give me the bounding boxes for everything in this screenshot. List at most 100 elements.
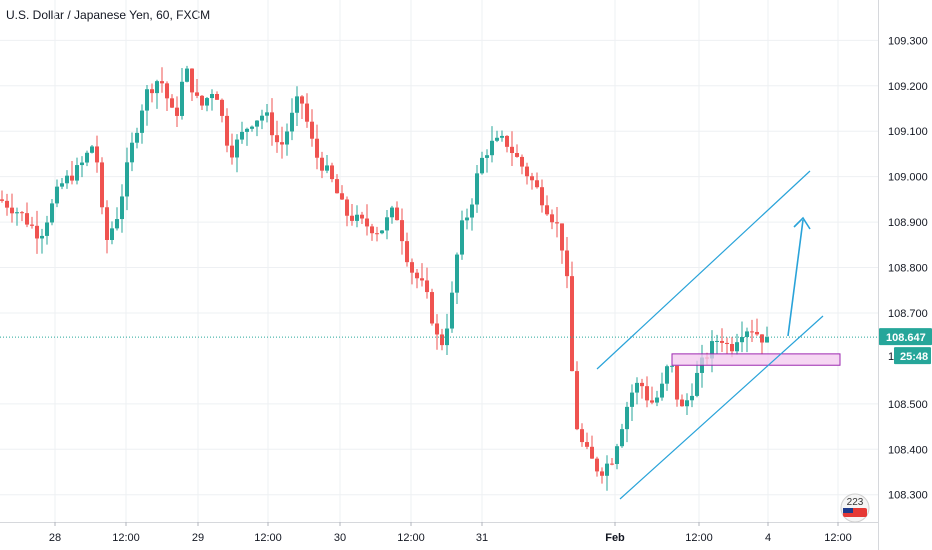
candle-up — [620, 429, 624, 447]
candle-down — [595, 458, 599, 472]
candle-down — [425, 280, 429, 293]
candle-down — [335, 179, 339, 194]
candle-up — [295, 96, 299, 113]
candle-down — [330, 165, 334, 180]
candle-down — [510, 146, 514, 154]
candle-down — [280, 142, 284, 145]
last-price-value: 108.647 — [886, 332, 926, 344]
candle-up — [735, 342, 739, 352]
candle-up — [690, 395, 694, 401]
candle-up — [355, 214, 359, 221]
price-tick-label: 109.300 — [888, 35, 928, 47]
price-tick-label: 108.700 — [888, 308, 928, 320]
candle-down — [550, 214, 554, 223]
candle-up — [615, 446, 619, 464]
candle-down — [25, 213, 29, 225]
grid — [0, 0, 878, 522]
candle-down — [10, 207, 14, 214]
candle-down — [535, 180, 539, 188]
candle-up — [140, 110, 144, 133]
candle-up — [665, 366, 669, 384]
candle-up — [255, 120, 259, 127]
candle-down — [190, 68, 194, 93]
candle-down — [95, 146, 99, 163]
candle-up — [60, 183, 64, 187]
projection-arrow — [787, 219, 804, 337]
candle-up — [475, 173, 479, 205]
candle-down — [645, 386, 649, 401]
candle-down — [360, 214, 364, 219]
candle-down — [175, 107, 179, 116]
candles — [0, 65, 769, 491]
time-tick-label: 4 — [765, 532, 771, 544]
candle-up — [110, 228, 114, 240]
candle-down — [430, 292, 434, 324]
candle-down — [585, 442, 589, 447]
candle-up — [765, 337, 769, 343]
candle-up — [385, 217, 389, 231]
price-tick-label: 108.900 — [888, 217, 928, 229]
candle-down — [350, 215, 354, 221]
flag-canton — [843, 508, 853, 513]
candle-down — [375, 233, 379, 235]
countdown-tag — [894, 347, 931, 365]
time-tick-label: 28 — [49, 532, 61, 544]
candle-down — [410, 262, 414, 273]
candle-down — [680, 399, 684, 407]
price-axis[interactable]: 109.300 109.200 109.100 109.000 108.900 108.8… — [878, 0, 932, 550]
chart-title: U.S. Dollar / Japanese Yen, 60, FXCM — [6, 8, 211, 22]
candle-down — [750, 331, 754, 333]
candle-up — [145, 89, 149, 111]
badge-icon: 223 — [840, 493, 870, 523]
candle-up — [120, 196, 124, 220]
candle-up — [670, 365, 674, 367]
candle-up — [185, 68, 189, 82]
candle-down — [565, 250, 569, 277]
candle-up — [285, 131, 289, 145]
candle-up — [450, 292, 454, 329]
candle-up — [470, 204, 474, 218]
candle-down — [555, 222, 559, 224]
time-tick-label: 31 — [476, 532, 488, 544]
time-axis[interactable]: 28 12:00 29 12:00 30 12:00 31 Feb 12:00 4 12:00 — [0, 522, 878, 544]
time-tick-label: 12:00 — [112, 532, 140, 544]
candle-down — [320, 157, 324, 171]
candle-up — [85, 152, 89, 163]
candle-up — [265, 112, 269, 116]
channel-lower-line — [619, 315, 824, 500]
price-tick-label: 109.100 — [888, 126, 928, 138]
candle-down — [200, 95, 204, 106]
candle-up — [480, 157, 484, 174]
candle-up — [635, 382, 639, 393]
candle-down — [270, 112, 274, 136]
candle-down — [435, 323, 439, 335]
price-tick-label: 109.200 — [888, 81, 928, 93]
candle-up — [210, 94, 214, 99]
candle-down — [640, 382, 644, 387]
candle-down — [730, 344, 734, 352]
arrow-head-icon — [793, 216, 811, 230]
drawings — [0, 170, 878, 500]
candle-down — [570, 276, 574, 372]
candle-down — [405, 241, 409, 263]
candle-down — [395, 207, 399, 221]
candle-down — [530, 176, 534, 181]
candle-up — [745, 331, 749, 338]
time-tick-label: 29 — [192, 532, 204, 544]
candle-up — [50, 203, 54, 223]
candle-up — [485, 155, 489, 158]
candle-down — [720, 340, 724, 343]
candle-down — [150, 89, 154, 94]
candle-up — [75, 165, 79, 181]
candle-down — [505, 135, 509, 147]
candle-up — [605, 463, 609, 476]
candle-up — [325, 165, 329, 171]
time-tick-label: 12:00 — [397, 532, 425, 544]
candle-up — [245, 128, 249, 132]
channel-upper-line — [596, 170, 811, 370]
candle-down — [520, 156, 524, 167]
candle-down — [215, 94, 219, 100]
candle-down — [420, 278, 424, 281]
time-tick-label: 12:00 — [685, 532, 713, 544]
